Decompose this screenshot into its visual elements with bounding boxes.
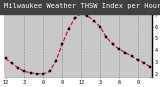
Text: Milwaukee Weather THSW Index per Hour (F) (Last 24 Hours): Milwaukee Weather THSW Index per Hour (F… [4,2,160,9]
